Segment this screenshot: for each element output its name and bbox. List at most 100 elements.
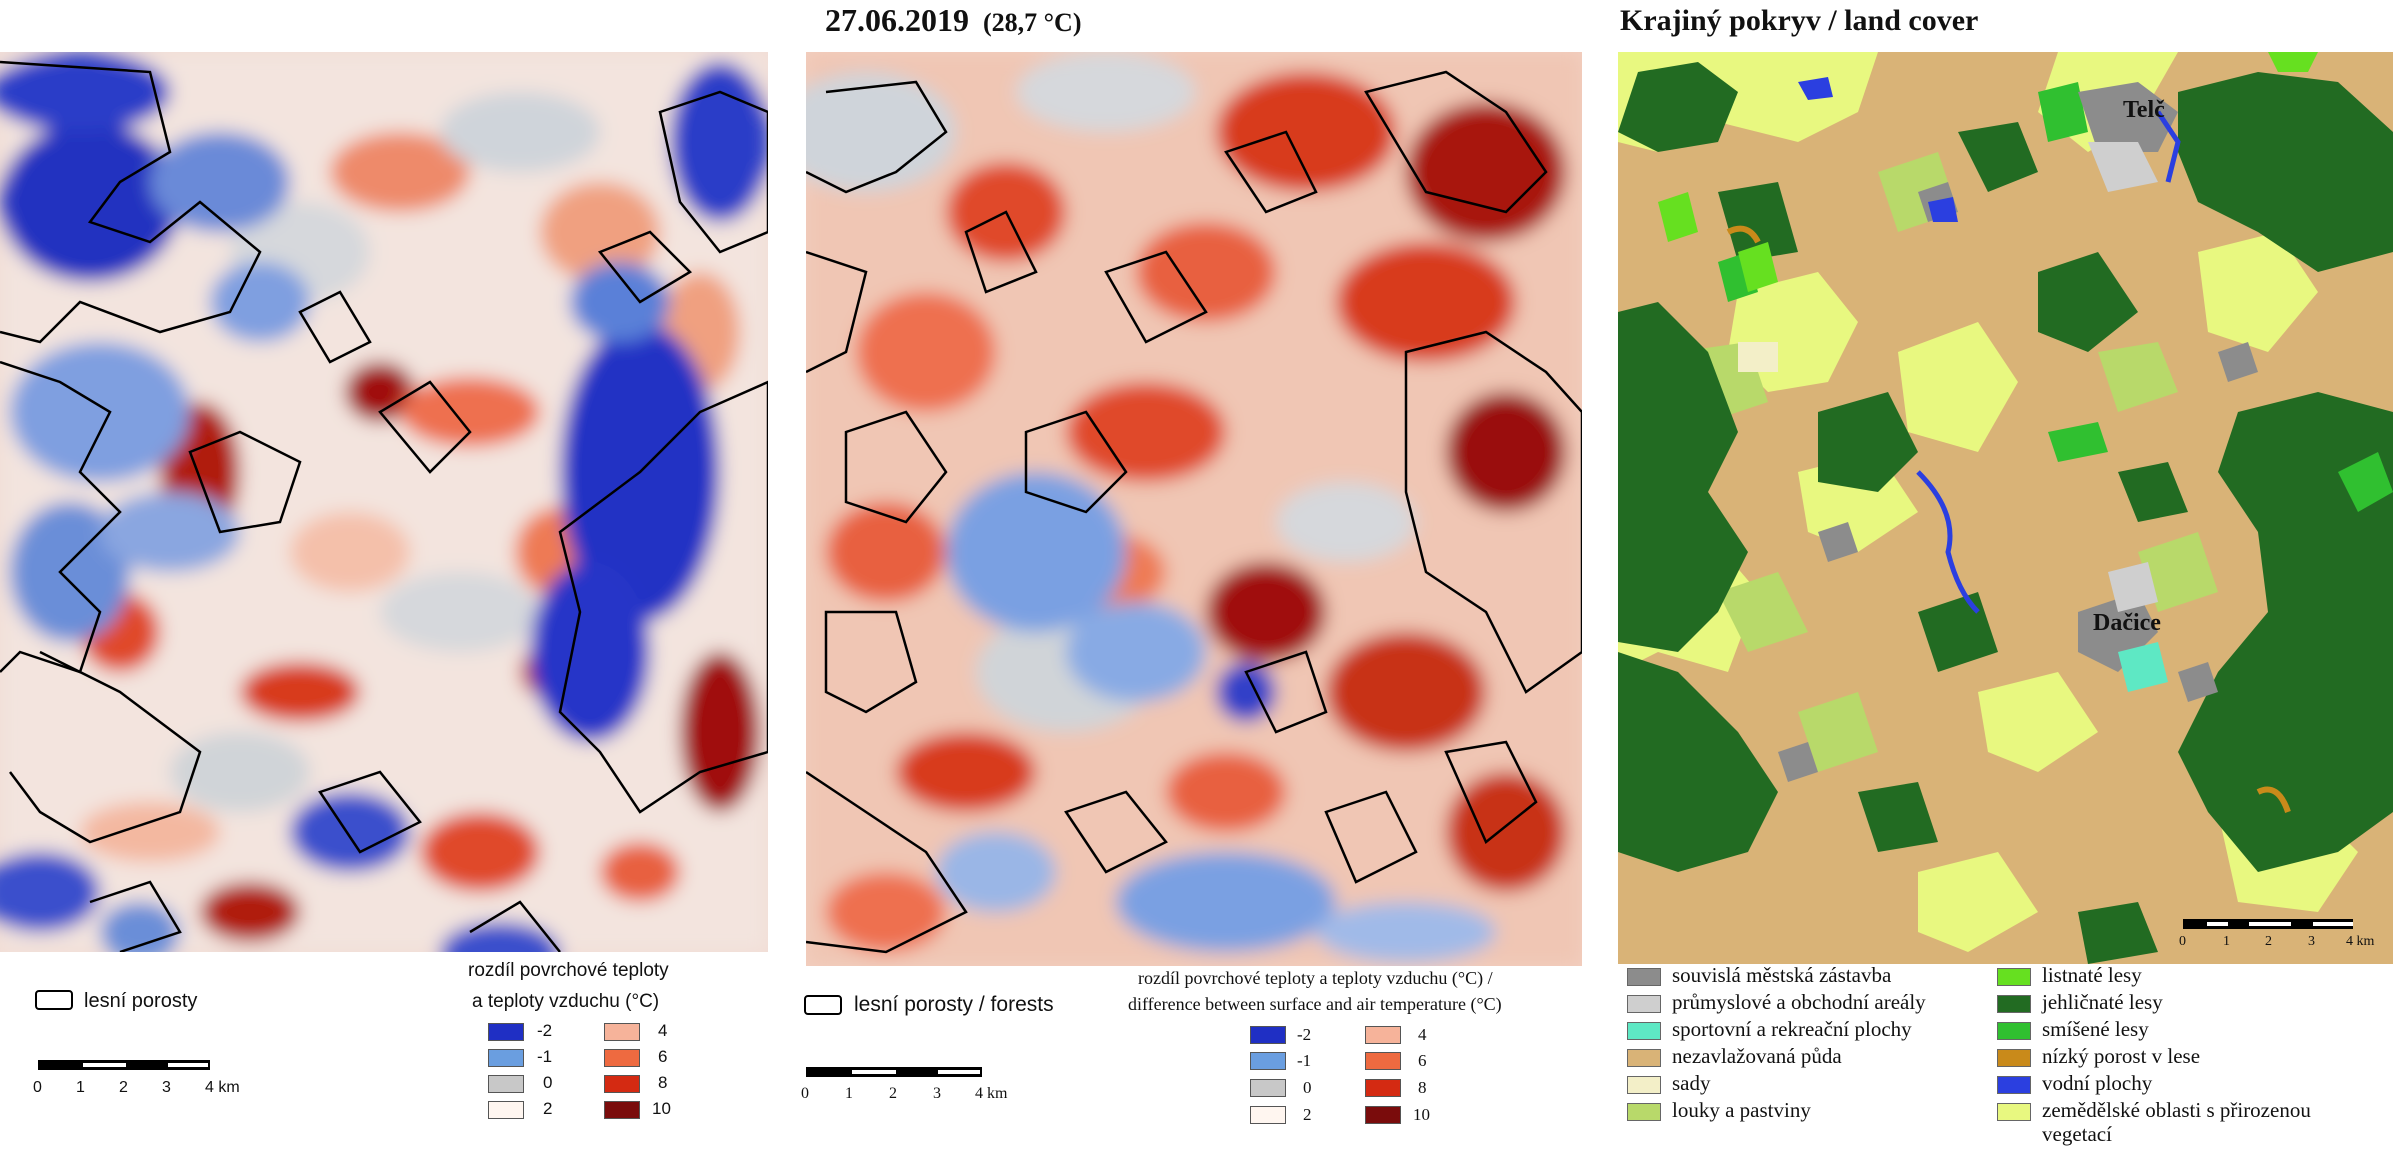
- lc-label-urban: souvislá městská zástavba: [1672, 963, 1892, 987]
- class-label-left-4: 4: [658, 1021, 668, 1040]
- scale-left-4: 4 km: [205, 1079, 240, 1096]
- class-label-middle-2: 2: [1303, 1105, 1312, 1124]
- class-swatch-middle-8: [1365, 1079, 1401, 1097]
- map-scale-bar: [2183, 919, 2353, 929]
- class-swatch-left-m1: [488, 1049, 524, 1067]
- scale-middle-1: 1: [845, 1085, 853, 1102]
- class-swatch-middle-10: [1365, 1106, 1401, 1124]
- lc-label-sports: sportovní a rekreační plochy: [1672, 1017, 1912, 1041]
- broadleaved-forests: [1658, 52, 2318, 292]
- class-swatch-middle-6: [1365, 1052, 1401, 1070]
- class-swatch-left-8: [604, 1075, 640, 1093]
- scale-middle-0: 0: [801, 1085, 809, 1102]
- map-scale-0: 0: [2179, 934, 2186, 949]
- class-label-middle-0: 0: [1303, 1078, 1312, 1097]
- class-label-left-0: 0: [543, 1073, 553, 1092]
- forest-legend-symbol-middle: [804, 995, 842, 1015]
- lc-label-agri-natural: zemědělské oblasti s přirozenou: [2042, 1098, 2311, 1122]
- class-label-middle-6: 6: [1418, 1051, 1427, 1070]
- map-scale-2: 2: [2265, 934, 2272, 949]
- class-swatch-middle-2: [1250, 1106, 1286, 1124]
- lc-swatch-meadows: [1627, 1103, 1661, 1121]
- air-temp-text: (28,7 °C): [983, 8, 1082, 37]
- diff-legend-title-left-1: rozdíl povrchové teploty: [468, 960, 669, 981]
- forest-outlines-middle: [806, 70, 1582, 954]
- scale-middle-3: 3: [933, 1085, 941, 1102]
- class-label-left-m1: -1: [537, 1047, 553, 1066]
- lc-swatch-agri-natural: [1997, 1103, 2031, 1121]
- class-swatch-middle-0: [1250, 1079, 1286, 1097]
- lc-label-agri-natural-2: vegetací: [2042, 1122, 2112, 1146]
- map-scale-3: 3: [2308, 934, 2315, 949]
- landcover-map: Telč Dačice 0 1 2 3 4 km: [1618, 52, 2393, 964]
- class-swatch-middle-4: [1365, 1026, 1401, 1044]
- sports-area: [2118, 642, 2168, 692]
- city-label-dacice: Dačice: [2093, 610, 2161, 636]
- scale-left-1: 1: [76, 1079, 85, 1096]
- landcover-title: Krajiný pokryv / land cover: [1620, 4, 1979, 37]
- class-label-middle-4: 4: [1418, 1025, 1427, 1044]
- lc-label-water: vodní plochy: [2042, 1071, 2153, 1095]
- thermal-map-left-svg: [0, 52, 768, 952]
- map-scale-1: 1: [2223, 934, 2230, 949]
- class-swatch-left-10: [604, 1101, 640, 1119]
- class-swatch-left-4: [604, 1023, 640, 1041]
- lc-swatch-shrub: [1997, 1049, 2031, 1067]
- industrial-areas: [2088, 142, 2158, 612]
- class-swatch-left-2: [488, 1101, 524, 1119]
- class-swatch-left-m2: [488, 1023, 524, 1041]
- lc-swatch-coniferous: [1997, 995, 2031, 1013]
- class-label-left-6: 6: [658, 1047, 668, 1066]
- lc-label-coniferous: jehličnaté lesy: [2042, 990, 2163, 1014]
- lc-label-broadleaved: listnaté lesy: [2042, 963, 2142, 987]
- lc-swatch-arable: [1627, 1049, 1661, 1067]
- class-label-left-m2: -2: [537, 1021, 553, 1040]
- coniferous-forests: [1618, 62, 2393, 964]
- class-swatch-middle-m2: [1250, 1026, 1286, 1044]
- lc-swatch-orchards: [1627, 1076, 1661, 1094]
- diff-legend-title-left-2: a teploty vzduchu (°C): [472, 991, 660, 1012]
- scale-left-3: 3: [162, 1079, 171, 1096]
- scale-middle-2: 2: [889, 1085, 897, 1102]
- diff-legend-title-middle-1: rozdíl povrchové teploty a teploty vzduc…: [1138, 968, 1493, 988]
- water-bodies: [1798, 77, 1958, 222]
- scale-bar-middle: [806, 1067, 982, 1077]
- forest-legend-label-middle: lesní porosty / forests: [854, 993, 1054, 1016]
- diff-legend-title-middle-2: difference between surface and air tempe…: [1128, 994, 1502, 1014]
- class-label-middle-10: 10: [1413, 1105, 1430, 1124]
- thermal-map-middle-svg: [806, 52, 1582, 966]
- lc-label-shrub: nízký porost v lese: [2042, 1044, 2201, 1068]
- heat-pattern-middle: [806, 52, 1582, 966]
- landcover-map-svg: [1618, 52, 2393, 964]
- lc-swatch-industrial: [1627, 995, 1661, 1013]
- lc-swatch-mixed: [1997, 1022, 2031, 1040]
- scale-bar-left: [38, 1060, 210, 1070]
- thermal-map-middle: [806, 52, 1582, 966]
- thermal-map-left: [0, 52, 768, 952]
- orchard-area: [1738, 342, 1778, 372]
- class-label-left-10: 10: [652, 1099, 671, 1118]
- date-text: 27.06.2019: [825, 2, 969, 38]
- low-shrub-area-2: [2256, 786, 2291, 814]
- date-title: 27.06.2019 (28,7 °C): [825, 2, 1082, 39]
- lc-swatch-sports: [1627, 1022, 1661, 1040]
- class-label-middle-m1: -1: [1297, 1051, 1312, 1070]
- lc-label-orchards: sady: [1672, 1071, 1711, 1095]
- lc-label-industrial: průmyslové a obchodní areály: [1672, 990, 1926, 1014]
- class-label-left-2: 2: [543, 1099, 553, 1118]
- forest-outlines-left: [0, 60, 768, 952]
- forest-legend-symbol-left: [35, 990, 73, 1010]
- map-scale-4: 4 km: [2346, 934, 2375, 949]
- lc-swatch-water: [1997, 1076, 2031, 1094]
- lc-label-mixed: smíšené lesy: [2042, 1017, 2149, 1041]
- lc-label-arable: nezavlažovaná půda: [1672, 1044, 1842, 1068]
- class-swatch-left-6: [604, 1049, 640, 1067]
- river-dacice: [1916, 470, 1980, 614]
- lc-swatch-urban: [1627, 968, 1661, 986]
- low-shrub-area: [1726, 225, 1761, 244]
- heat-pattern-left: [0, 52, 768, 952]
- river-telc: [2155, 110, 2181, 183]
- lc-label-meadows: louky a pastviny: [1672, 1098, 1811, 1122]
- class-label-middle-8: 8: [1418, 1078, 1427, 1097]
- city-label-telc: Telč: [2123, 97, 2165, 123]
